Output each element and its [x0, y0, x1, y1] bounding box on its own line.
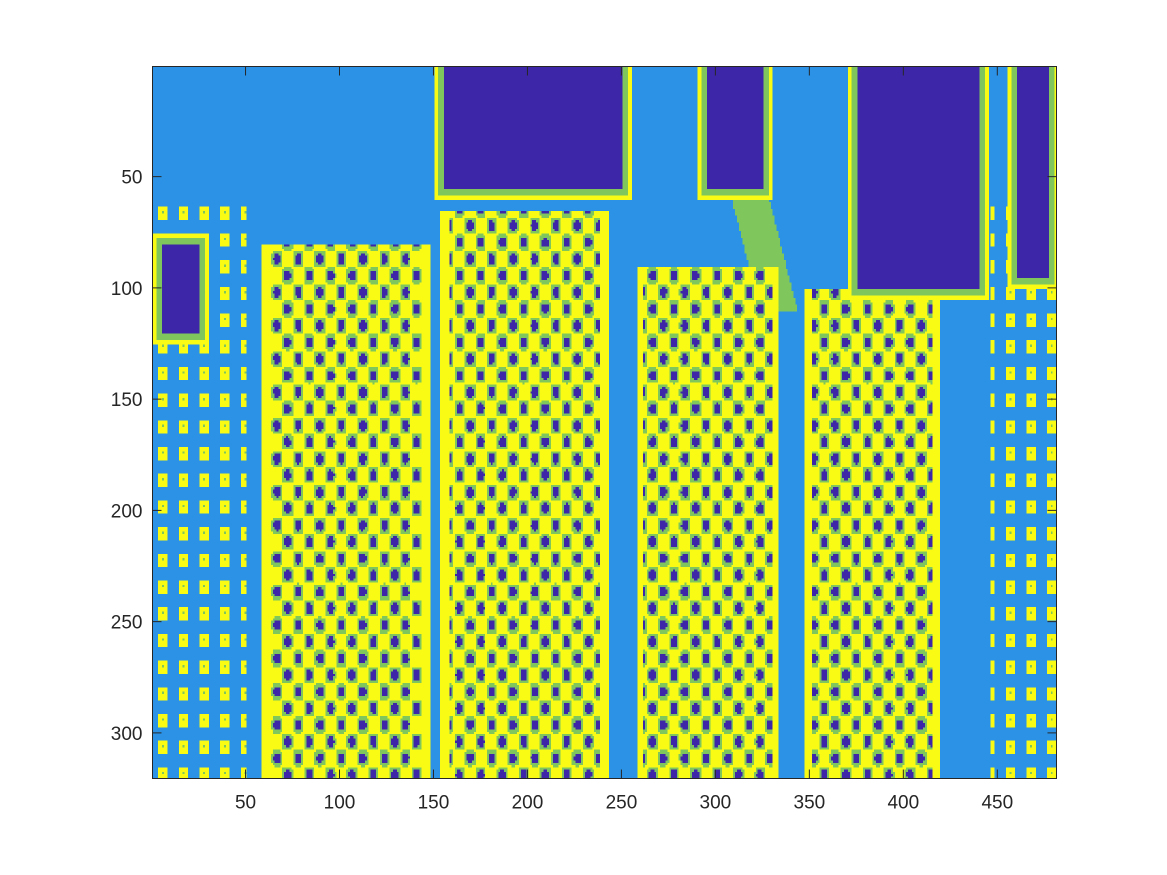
- x-tick-label: 100: [324, 793, 356, 814]
- heatmap-raster: [152, 66, 1057, 779]
- x-tick-label: 150: [418, 793, 450, 814]
- x-tick-label: 200: [512, 793, 544, 814]
- y-tick-label: 100: [111, 279, 143, 300]
- y-tick-label: 300: [111, 724, 143, 745]
- y-tick-label: 50: [121, 168, 142, 189]
- y-tick-label: 200: [111, 501, 143, 522]
- heatmap-image: [152, 66, 1057, 779]
- axes-box: [152, 66, 1057, 779]
- x-tick-label: 350: [794, 793, 826, 814]
- x-tick-label: 50: [235, 793, 256, 814]
- y-tick-label: 250: [111, 613, 143, 634]
- x-tick-label: 450: [981, 793, 1013, 814]
- x-tick-label: 400: [887, 793, 919, 814]
- x-axis: 50 100 150 200 250 300 350 400 450: [235, 66, 1013, 814]
- x-tick-label: 250: [606, 793, 638, 814]
- y-tick-label: 150: [111, 390, 143, 411]
- y-axis: 50 100 150 200 250 300: [111, 168, 1057, 745]
- x-tick-label: 300: [700, 793, 732, 814]
